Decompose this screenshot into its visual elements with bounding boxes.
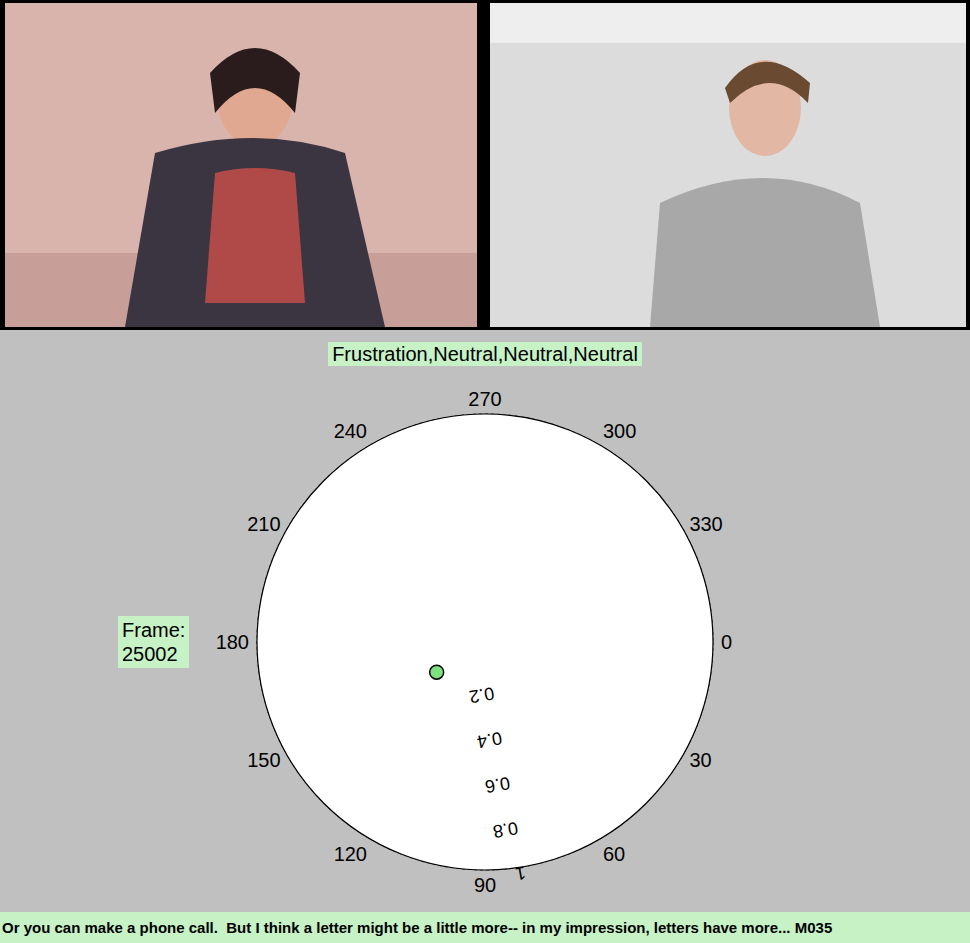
svg-text:0.4: 0.4 [475,728,503,752]
svg-text:150: 150 [247,749,280,771]
svg-text:240: 240 [334,420,367,442]
svg-text:120: 120 [334,843,367,865]
svg-text:0: 0 [721,631,732,653]
html-text:Or you can make a phone call.: Or you can make a phone call. But I thin… [2,919,833,936]
svg-text:0.2: 0.2 [468,683,496,707]
svg-text:60: 60 [603,843,625,865]
svg-text:90: 90 [474,874,496,896]
svg-text:30: 30 [689,749,711,771]
svg-text:0.6: 0.6 [483,773,511,797]
html-text:Frame:: Frame: [122,619,186,641]
svg-text:330: 330 [689,513,722,535]
svg-text:270: 270 [468,388,501,410]
html-text:25002: 25002 [122,643,178,665]
svg-text:300: 300 [603,420,636,442]
svg-text:180: 180 [216,631,249,653]
svg-text:210: 210 [247,513,280,535]
svg-text:0.8: 0.8 [491,818,519,842]
svg-text:1: 1 [514,863,527,884]
html-text:Frustration,Neutral,Neutral,Ne: Frustration,Neutral,Neutral,Neutral [332,343,638,365]
